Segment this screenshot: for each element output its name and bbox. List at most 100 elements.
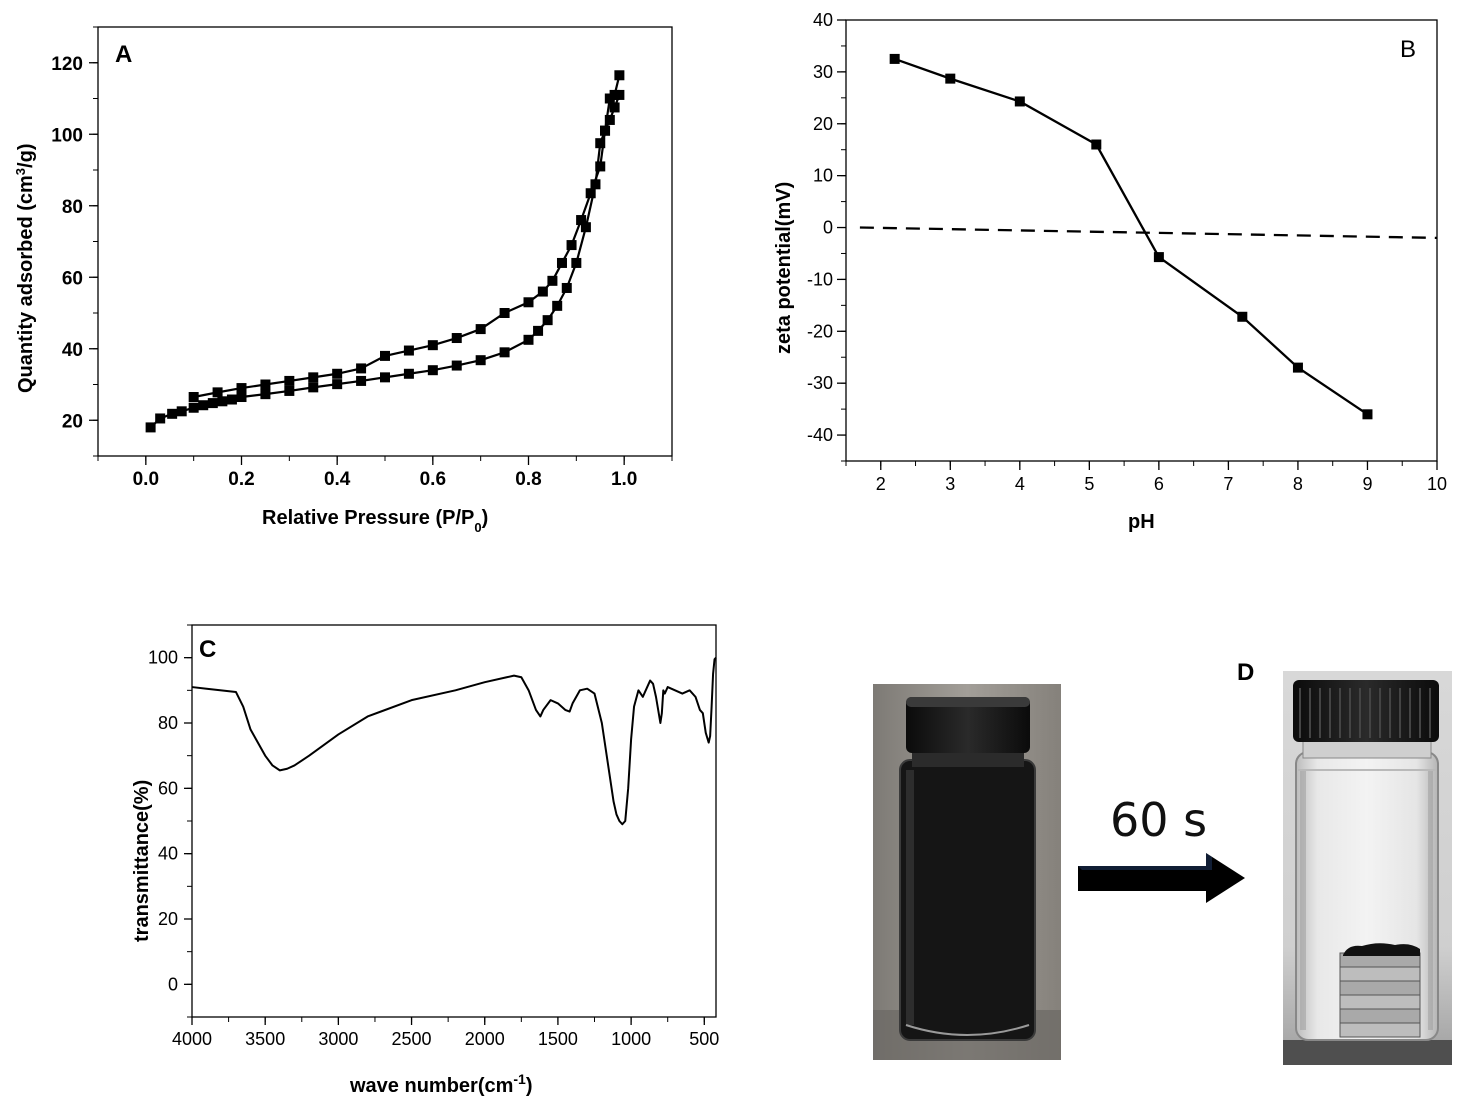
a-desorption-point [547,275,558,286]
b-ytick-label: -20 [807,321,833,341]
panel-a-label: A [115,41,132,68]
a-adsorption-point [499,347,510,358]
a-desorption-point [308,372,319,383]
panel-a-chart: 0.0 0.2 0.4 0.6 0.8 1.0 20 40 60 80 100 120 A Rela… [13,26,673,535]
c-xtick-label: 1000 [611,1029,651,1049]
a-desorption-point [604,93,615,104]
b-zeta-point [1362,409,1373,420]
panel-c-chart: 4000 3500 3000 2500 2000 1500 1000 500 100 80 60 4… [131,624,719,1097]
b-ytick-label: 0 [823,218,833,238]
a-desorption-point [523,297,534,308]
a-desorption-point [188,392,199,403]
a-adsorption-point [533,325,544,336]
b-series-zeta-line [894,57,1369,416]
a-xtick-label: 0.8 [515,469,541,490]
a-adsorption-point [167,408,178,419]
b-xtick-label: 7 [1223,474,1233,494]
a-adsorption-point [571,257,582,268]
a-adsorption-point [542,315,553,326]
b-xtick-label: 2 [876,474,886,494]
b-zeta-point [1014,96,1025,107]
a-adsorption-point [609,102,620,113]
magnet-stack [1339,943,1421,1038]
a-desorption-point [236,383,247,394]
a-desorption-point [284,375,295,386]
a-xtick-label: 0.6 [420,469,446,490]
a-adsorption-point [552,300,563,311]
a-adsorption-point [236,392,247,403]
a-desorption-point [403,345,414,356]
a-ytick-label: 100 [51,125,83,146]
panel-c-frame [191,624,717,1018]
a-xtick-label: 0.0 [133,469,159,490]
b-ytick-label: -40 [807,425,833,445]
a-adsorption-point [380,372,390,383]
a-adsorption-point [523,334,534,345]
a-adsorption-point [176,406,187,417]
b-xtick-label: 4 [1015,474,1025,494]
c-xtick-label: 500 [689,1029,719,1049]
panel-b-label: B [1400,36,1416,63]
a-desorption-point [475,324,486,335]
c-xtick-label: 3000 [318,1029,358,1049]
a-adsorption-point [145,422,156,433]
a-ytick-label: 80 [62,197,83,218]
b-xtick-label: 10 [1427,474,1447,494]
a-xtick-label: 0.2 [228,469,254,490]
panel-b-frame [845,19,1438,462]
b-xtick-label: 6 [1154,474,1164,494]
c-xtick-label: 1500 [538,1029,578,1049]
a-desorption-point [537,286,548,297]
b-zeta-point [1091,139,1102,150]
b-zeta-point [945,73,956,84]
panel-b-xlabel: pH [1128,511,1155,533]
c-xtick-label: 4000 [172,1029,212,1049]
panel-b-chart: 2 3 4 5 6 7 8 9 10 40 30 20 10 0 -10 -20 -30 -40 B pH ze… [773,10,1447,533]
a-desorption-point [260,379,271,390]
c-xtick-label: 2500 [392,1029,432,1049]
a-adsorption-point [427,365,438,376]
photo-dispersed-vial [873,684,1061,1060]
a-adsorption-point [226,394,237,405]
c-ytick-label: 100 [148,648,178,668]
arrow-right-icon [1078,853,1245,903]
a-adsorption-point [356,375,367,386]
panel-c-label: C [199,636,216,663]
panel-c-xlabel: wave number(cm-1) [349,1071,533,1097]
a-adsorption-point [475,355,486,366]
b-ytick-label: -10 [807,269,833,289]
a-adsorption-point [604,114,615,125]
a-adsorption-point [260,389,271,400]
b-zeta-point [1153,252,1164,263]
b-zeta-point [889,53,900,64]
a-desorption-point [332,368,343,379]
a-adsorption-point [188,402,199,413]
a-desorption-point [380,350,390,361]
a-adsorption-point [403,368,414,379]
c-ytick-label: 40 [158,844,178,864]
c-ytick-label: 80 [158,713,178,733]
b-ytick-label: 30 [813,62,833,82]
a-desorption-point [556,257,567,268]
arrow-time-label: 60 s [1110,793,1207,847]
panel-d-label: D [1237,659,1254,686]
a-adsorption-point [332,379,343,390]
a-desorption-point [427,340,438,351]
a-adsorption-point [590,179,601,190]
a-desorption-point [600,125,611,136]
a-adsorption-point [595,138,606,149]
a-adsorption-point [561,282,572,293]
a-desorption-point [451,333,462,344]
a-adsorption-point [207,398,218,409]
a-desorption-point [499,308,510,318]
a-adsorption-point [308,382,319,393]
b-ytick-label: 10 [813,166,833,186]
a-adsorption-point [580,222,591,233]
panel-b-ylabel: zeta potential(mV) [773,182,795,354]
panel-a-ylabel: Quantity adsorbed (cm3/g) [13,144,38,393]
c-ytick-label: 20 [158,909,178,929]
a-ytick-label: 60 [62,268,83,289]
a-adsorption-point [451,360,462,371]
a-ytick-label: 20 [62,411,83,432]
